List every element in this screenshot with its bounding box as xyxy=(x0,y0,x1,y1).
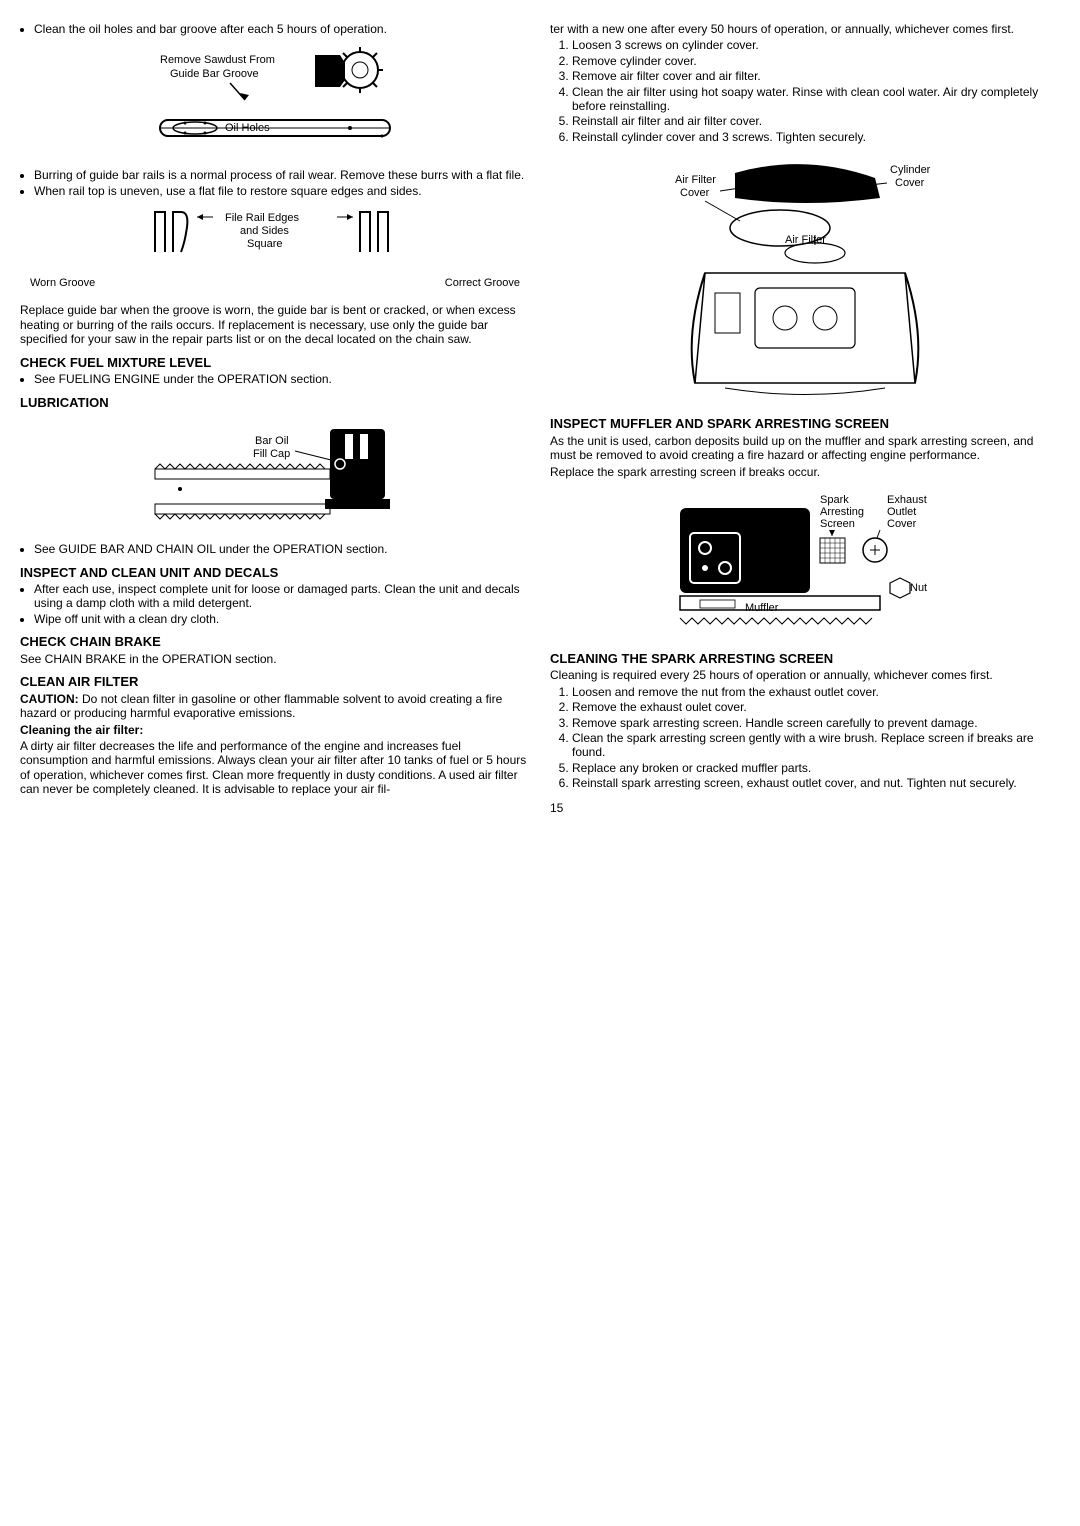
label-correct-groove: Correct Groove xyxy=(445,277,520,290)
bullet-lube: See GUIDE BAR AND CHAIN OIL under the OP… xyxy=(34,542,530,556)
heading-clean-spark: CLEANING THE SPARK ARRESTING SCREEN xyxy=(550,651,1060,667)
bullet-burring: Burring of guide bar rails is a normal p… xyxy=(34,168,530,182)
step-spark-5: Replace any broken or cracked muffler pa… xyxy=(572,761,1060,775)
svg-text:Square: Square xyxy=(247,238,282,250)
page-number: 15 xyxy=(550,801,1060,815)
svg-text:Screen: Screen xyxy=(820,518,855,530)
heading-fuel: CHECK FUEL MIXTURE LEVEL xyxy=(20,355,530,371)
svg-text:Spark: Spark xyxy=(820,494,849,506)
svg-text:Cover: Cover xyxy=(680,187,710,199)
bullet-inspect2: Wipe off unit with a clean dry cloth. xyxy=(34,612,530,626)
heading-chain-brake: CHECK CHAIN BRAKE xyxy=(20,634,530,650)
heading-cleaning-filter: Cleaning the air filter: xyxy=(20,723,143,737)
para-cleaning-filter: A dirty air filter decreases the life an… xyxy=(20,739,530,797)
step-spark-3: Remove spark arresting screen. Handle sc… xyxy=(572,716,1060,730)
step-spark-6: Reinstall spark arresting screen, exhaus… xyxy=(572,776,1060,790)
bullet-fuel: See FUELING ENGINE under the OPERATION s… xyxy=(34,372,530,386)
label-remove-sawdust: Remove Sawdust From xyxy=(160,54,275,66)
para-chain-brake: See CHAIN BRAKE in the OPERATION section… xyxy=(20,652,530,666)
svg-text:Air Filter: Air Filter xyxy=(675,174,716,186)
caution-label: CAUTION: xyxy=(20,692,79,706)
step-air-4: Clean the air filter using hot soapy wat… xyxy=(572,85,1060,114)
svg-text:Cover: Cover xyxy=(887,518,917,530)
heading-clean-air: CLEAN AIR FILTER xyxy=(20,674,530,690)
svg-text:Outlet: Outlet xyxy=(887,506,916,518)
step-spark-4: Clean the spark arresting screen gently … xyxy=(572,731,1060,760)
para-replace-bar: Replace guide bar when the groove is wor… xyxy=(20,303,530,346)
svg-text:Oil Holes: Oil Holes xyxy=(225,122,270,134)
para-filter-cont: ter with a new one after every 50 hours … xyxy=(550,22,1060,36)
step-air-5: Reinstall air filter and air filter cove… xyxy=(572,114,1060,128)
bullet-clean-oil: Clean the oil holes and bar groove after… xyxy=(34,22,530,36)
svg-text:Fill Cap: Fill Cap xyxy=(253,448,290,460)
diagram-guide-bar: Remove Sawdust From Guide Bar Groove xyxy=(20,40,530,160)
svg-text:Muffler: Muffler xyxy=(745,602,779,614)
heading-inspect-decals: INSPECT AND CLEAN UNIT AND DECALS xyxy=(20,565,530,581)
diagram-air-filter: Air Filter Cover Cylinder Cover Air Filt… xyxy=(550,148,1060,408)
svg-text:Cylinder: Cylinder xyxy=(890,164,931,176)
svg-text:Bar Oil: Bar Oil xyxy=(255,435,289,447)
svg-text:Nut: Nut xyxy=(910,582,927,594)
svg-text:Arresting: Arresting xyxy=(820,506,864,518)
step-spark-1: Loosen and remove the nut from the exhau… xyxy=(572,685,1060,699)
svg-text:File Rail Edges: File Rail Edges xyxy=(225,212,299,224)
para-muffler1: As the unit is used, carbon deposits bui… xyxy=(550,434,1060,463)
heading-muffler: INSPECT MUFFLER AND SPARK ARRESTING SCRE… xyxy=(550,416,1060,432)
heading-lubrication: LUBRICATION xyxy=(20,395,530,411)
label-worn-groove: Worn Groove xyxy=(30,277,95,290)
bullet-rail-top: When rail top is uneven, use a flat file… xyxy=(34,184,530,198)
step-air-1: Loosen 3 screws on cylinder cover. xyxy=(572,38,1060,52)
para-muffler2: Replace the spark arresting screen if br… xyxy=(550,465,1060,479)
svg-text:and Sides: and Sides xyxy=(240,225,289,237)
left-column: Clean the oil holes and bar groove after… xyxy=(20,20,530,817)
diagram-muffler: Spark Arresting Screen Exhaust Outlet Co… xyxy=(550,483,1060,643)
step-spark-2: Remove the exhaust oulet cover. xyxy=(572,700,1060,714)
step-air-3: Remove air filter cover and air filter. xyxy=(572,69,1060,83)
step-air-2: Remove cylinder cover. xyxy=(572,54,1060,68)
diagram-groove: File Rail Edges and Sides Square Worn Gr… xyxy=(20,202,530,295)
bullet-inspect1: After each use, inspect complete unit fo… xyxy=(34,582,530,611)
svg-text:Exhaust: Exhaust xyxy=(887,494,927,506)
svg-text:Cover: Cover xyxy=(895,177,925,189)
svg-text:Guide Bar Groove: Guide Bar Groove xyxy=(170,68,259,80)
diagram-lubrication: Bar Oil Fill Cap xyxy=(20,414,530,534)
step-air-6: Reinstall cylinder cover and 3 screws. T… xyxy=(572,130,1060,144)
right-column: ter with a new one after every 50 hours … xyxy=(550,20,1060,817)
para-air-caution: CAUTION: Do not clean filter in gasoline… xyxy=(20,692,530,721)
para-clean-spark: Cleaning is required every 25 hours of o… xyxy=(550,668,1060,682)
